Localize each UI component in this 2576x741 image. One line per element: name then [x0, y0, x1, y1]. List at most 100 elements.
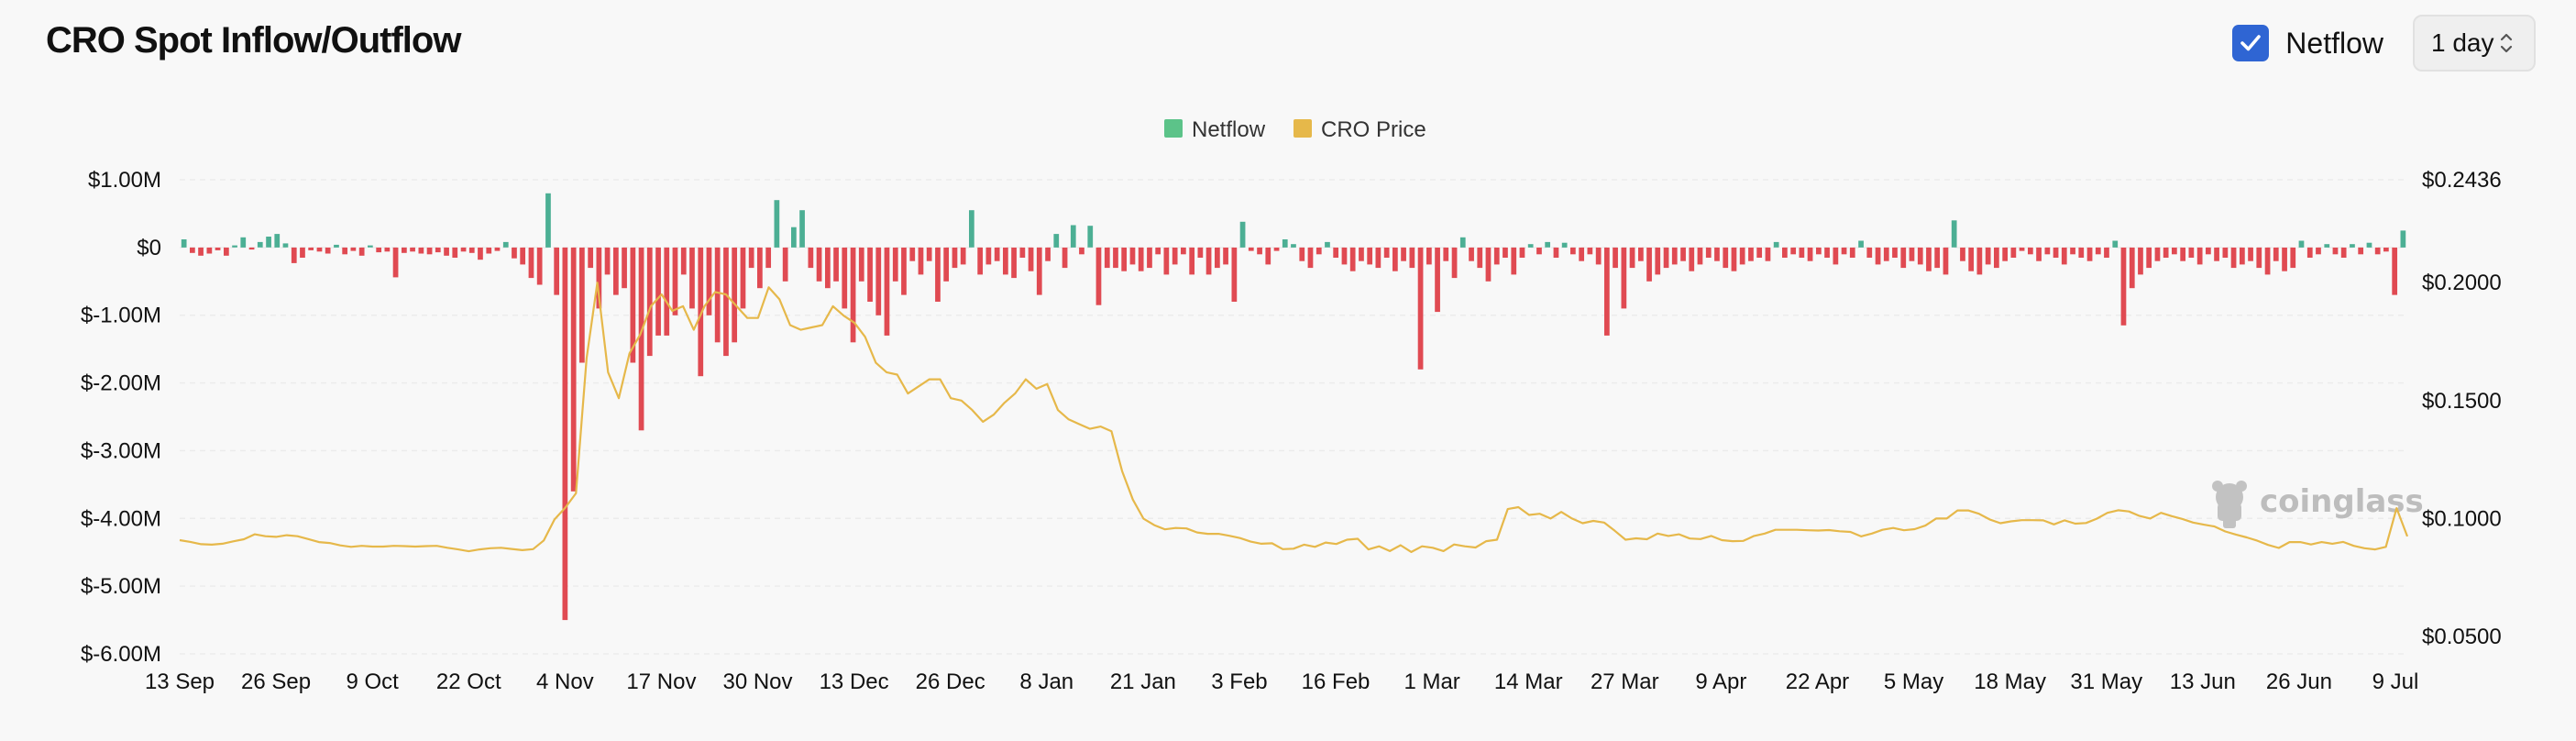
- netflow-bar: [782, 247, 788, 282]
- y-left-tick-label: $-6.00M: [81, 642, 161, 667]
- netflow-bar: [2206, 247, 2211, 255]
- chart-legend: Netflow CRO Price: [1164, 117, 1426, 142]
- y-right-tick-label: $0.2436: [2422, 168, 2502, 193]
- netflow-bar: [1062, 247, 1068, 269]
- netflow-bar: [706, 247, 712, 315]
- netflow-bar: [1723, 247, 1729, 269]
- netflow-bar: [1409, 247, 1415, 269]
- netflow-bar: [680, 247, 687, 275]
- netflow-bar: [1045, 247, 1051, 261]
- netflow-bar: [1519, 247, 1525, 258]
- y-left-tick-label: $-1.00M: [81, 304, 161, 328]
- netflow-bar: [1782, 247, 1788, 258]
- netflow-bar: [1028, 247, 1034, 271]
- netflow-bar: [1503, 247, 1508, 258]
- x-tick-label: 4 Nov: [536, 669, 594, 694]
- netflow-bar: [1866, 247, 1873, 258]
- netflow-bar: [1333, 247, 1339, 258]
- netflow-bar: [2230, 247, 2237, 269]
- netflow-bar: [198, 247, 204, 256]
- y-left-tick-label: $-5.00M: [81, 574, 161, 599]
- x-tick-label: 3 Feb: [1211, 669, 1267, 694]
- netflow-bar: [808, 247, 814, 269]
- netflow-bar: [368, 245, 373, 248]
- netflow-bar: [1095, 247, 1102, 305]
- interval-value: 1 day: [2431, 28, 2494, 57]
- netflow-bar: [1231, 247, 1238, 302]
- netflow-bar: [1629, 247, 1635, 269]
- netflow-bar: [554, 247, 560, 295]
- netflow-bar: [257, 241, 263, 248]
- x-tick-label: 14 Mar: [1494, 669, 1563, 694]
- y-right-tick-label: $0.2000: [2422, 271, 2502, 295]
- netflow-bar: [858, 247, 864, 282]
- netflow-bar: [1705, 247, 1712, 258]
- x-tick-label: 9 Jul: [2372, 669, 2419, 694]
- netflow-bar: [1697, 247, 1703, 265]
- netflow-bar: [316, 247, 323, 252]
- netflow-toggle[interactable]: Netflow: [2232, 25, 2383, 61]
- netflow-bar: [613, 247, 619, 295]
- netflow-bar: [181, 239, 187, 248]
- netflow-bar: [622, 247, 627, 289]
- netflow-bar: [1849, 247, 1855, 258]
- netflow-bar: [1239, 221, 1246, 248]
- coinglass-watermark: coinglass: [2212, 481, 2424, 528]
- netflow-bar: [2306, 247, 2313, 258]
- netflow-bar: [291, 247, 297, 263]
- netflow-bar: [1079, 247, 1084, 255]
- netflow-bar: [2044, 247, 2051, 255]
- netflow-bar: [435, 247, 441, 253]
- netflow-bar: [588, 247, 594, 269]
- netflow-bar: [1189, 247, 1195, 275]
- y-right-tick-label: $0.1500: [2422, 389, 2502, 414]
- netflow-bar: [2086, 247, 2093, 261]
- netflow-bar: [1485, 247, 1492, 282]
- netflow-bar: [1943, 247, 1949, 275]
- interval-select[interactable]: 1 day: [2413, 15, 2536, 72]
- netflow-bar: [774, 200, 780, 248]
- netflow-bar: [1299, 247, 1305, 261]
- netflow-checkbox[interactable]: [2232, 25, 2270, 61]
- netflow-bar: [943, 247, 950, 282]
- netflow-bar: [2290, 247, 2296, 269]
- netflow-bar: [842, 247, 848, 309]
- netflow-bar: [1765, 247, 1771, 261]
- netflow-bar: [1087, 226, 1094, 248]
- netflow-bar: [1646, 247, 1652, 282]
- netflow-bar: [190, 247, 195, 253]
- netflow-bar: [757, 247, 763, 289]
- netflow-bar: [528, 247, 534, 279]
- netflow-bar: [334, 244, 339, 248]
- netflow-bar: [630, 247, 636, 363]
- netflow-bar: [308, 247, 314, 250]
- netflow-bar: [604, 247, 611, 275]
- netflow-bar: [282, 243, 289, 248]
- netflow-bar: [1756, 247, 1763, 258]
- netflow-bar: [867, 247, 873, 302]
- netflow-bar: [2248, 247, 2253, 261]
- netflow-bar: [1443, 247, 1449, 261]
- x-tick-label: 8 Jan: [1019, 669, 1073, 694]
- netflow-bar: [850, 247, 856, 343]
- netflow-bar: [2104, 247, 2109, 258]
- coinglass-logo-icon: [2212, 481, 2247, 528]
- x-tick-label: 17 Nov: [626, 669, 696, 694]
- netflow-bar: [1375, 247, 1382, 269]
- netflow-bar: [2163, 247, 2169, 258]
- netflow-bar: [1477, 247, 1483, 269]
- netflow-bar: [1129, 247, 1136, 265]
- netflow-bar: [1527, 244, 1534, 248]
- netflow-bar: [2019, 247, 2025, 251]
- netflow-bar: [2222, 247, 2229, 258]
- y-left-tick-label: $1.00M: [88, 168, 161, 193]
- netflow-bar: [1223, 247, 1228, 265]
- netflow-bar: [952, 247, 958, 269]
- netflow-bar: [300, 247, 305, 258]
- y-left-tick-label: $0: [137, 236, 161, 260]
- netflow-bar: [1469, 247, 1474, 261]
- netflow-bar: [384, 247, 391, 252]
- netflow-bar: [2154, 247, 2161, 261]
- netflow-bar: [392, 247, 399, 278]
- netflow-bar: [1689, 247, 1695, 271]
